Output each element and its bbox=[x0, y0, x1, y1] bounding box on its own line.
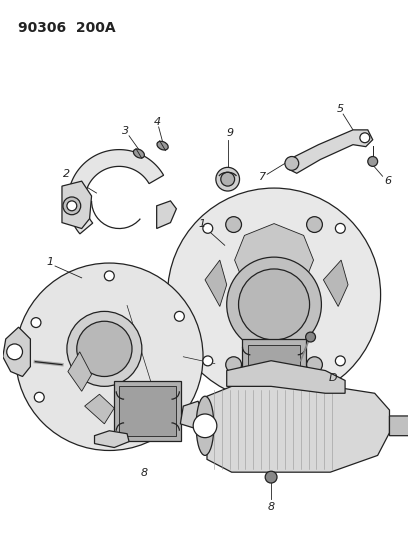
Polygon shape bbox=[95, 431, 129, 448]
Text: 9: 9 bbox=[226, 128, 233, 138]
Circle shape bbox=[221, 172, 235, 186]
Circle shape bbox=[67, 311, 142, 386]
Circle shape bbox=[360, 133, 370, 143]
Circle shape bbox=[238, 269, 309, 340]
Circle shape bbox=[307, 217, 322, 232]
Polygon shape bbox=[235, 223, 314, 295]
Circle shape bbox=[31, 318, 41, 327]
Circle shape bbox=[285, 157, 299, 171]
Text: 7: 7 bbox=[259, 172, 266, 182]
Text: 1: 1 bbox=[199, 219, 206, 229]
Circle shape bbox=[203, 223, 213, 233]
Circle shape bbox=[67, 201, 77, 211]
Polygon shape bbox=[157, 201, 176, 229]
Polygon shape bbox=[68, 352, 92, 391]
Text: 3: 3 bbox=[122, 126, 129, 136]
Circle shape bbox=[168, 188, 381, 401]
Ellipse shape bbox=[196, 396, 214, 455]
Text: D: D bbox=[329, 374, 337, 383]
Text: 1: 1 bbox=[46, 257, 54, 267]
Circle shape bbox=[226, 357, 242, 373]
Circle shape bbox=[216, 167, 240, 191]
Circle shape bbox=[226, 217, 242, 232]
Polygon shape bbox=[323, 260, 348, 306]
Circle shape bbox=[335, 356, 345, 366]
Circle shape bbox=[35, 392, 44, 402]
Polygon shape bbox=[68, 150, 164, 234]
Circle shape bbox=[335, 223, 345, 233]
Polygon shape bbox=[207, 386, 390, 472]
Ellipse shape bbox=[157, 141, 168, 150]
Polygon shape bbox=[119, 386, 176, 435]
Circle shape bbox=[174, 311, 184, 321]
Polygon shape bbox=[227, 361, 345, 393]
Text: 2: 2 bbox=[63, 169, 70, 179]
Text: 6: 6 bbox=[384, 176, 391, 186]
Circle shape bbox=[368, 157, 378, 166]
Circle shape bbox=[7, 344, 23, 360]
Text: 5: 5 bbox=[337, 104, 344, 114]
Circle shape bbox=[306, 332, 316, 342]
Circle shape bbox=[104, 271, 114, 281]
Text: 8: 8 bbox=[268, 502, 275, 512]
Circle shape bbox=[227, 257, 321, 352]
Circle shape bbox=[77, 321, 132, 376]
Circle shape bbox=[203, 356, 213, 366]
Circle shape bbox=[104, 433, 114, 442]
Polygon shape bbox=[248, 345, 300, 387]
Polygon shape bbox=[114, 382, 181, 441]
Text: 4: 4 bbox=[154, 117, 161, 127]
Circle shape bbox=[16, 263, 203, 450]
Polygon shape bbox=[3, 327, 30, 376]
Circle shape bbox=[265, 471, 277, 483]
Polygon shape bbox=[390, 416, 411, 435]
Polygon shape bbox=[180, 401, 203, 428]
Circle shape bbox=[288, 159, 296, 167]
Circle shape bbox=[307, 357, 322, 373]
Circle shape bbox=[193, 414, 217, 438]
Polygon shape bbox=[205, 260, 227, 306]
Circle shape bbox=[63, 197, 81, 215]
Polygon shape bbox=[242, 339, 306, 393]
Polygon shape bbox=[85, 394, 114, 424]
Text: 90306  200A: 90306 200A bbox=[18, 21, 115, 35]
Polygon shape bbox=[62, 181, 92, 229]
Polygon shape bbox=[289, 130, 373, 173]
Ellipse shape bbox=[134, 149, 144, 158]
Text: 8: 8 bbox=[140, 468, 148, 478]
